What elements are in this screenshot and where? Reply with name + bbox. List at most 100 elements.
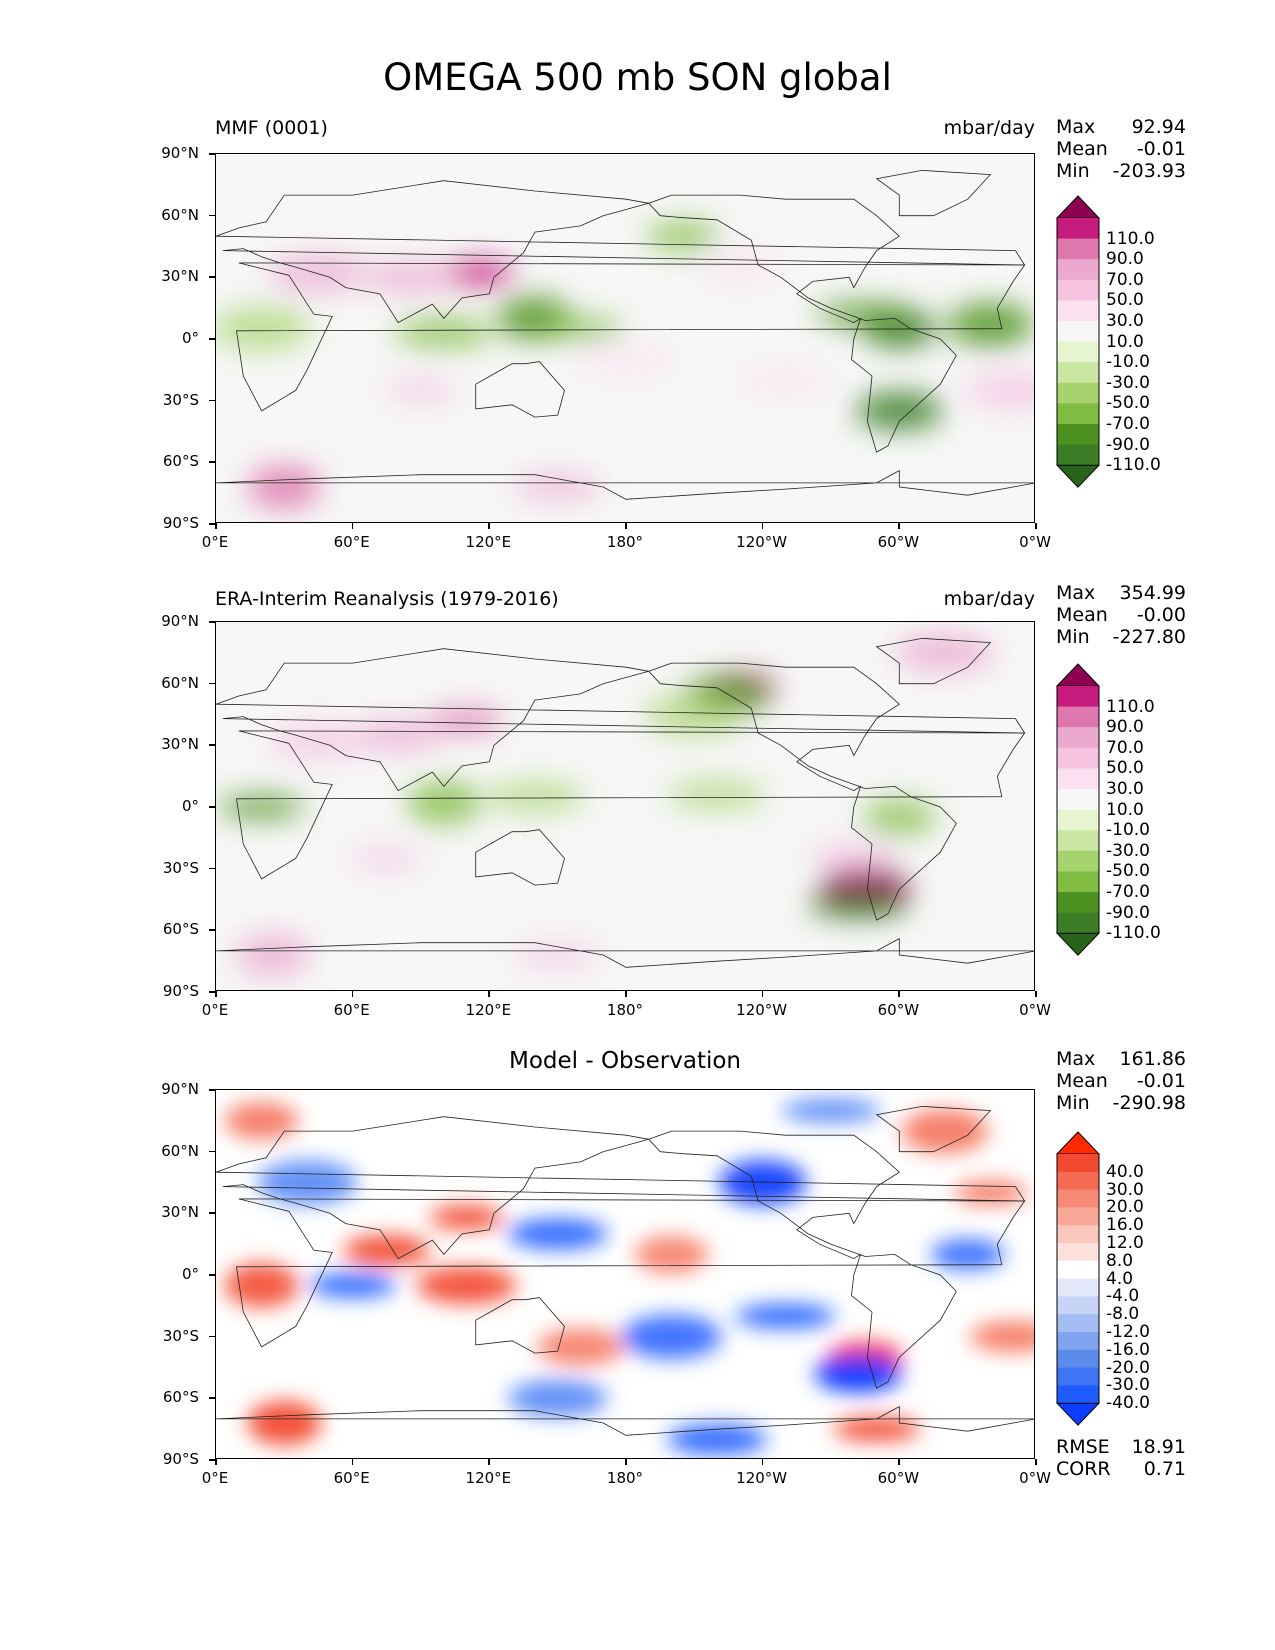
stat-mean: -0.01 bbox=[1136, 138, 1186, 160]
y-tick-mark bbox=[209, 276, 215, 278]
x-tick-label: 120°W bbox=[736, 533, 788, 551]
field-anomaly bbox=[963, 371, 1034, 410]
colorbar-segment bbox=[1057, 341, 1099, 363]
colorbar-segment bbox=[1057, 830, 1099, 852]
field-anomaly bbox=[514, 943, 602, 967]
coastline bbox=[648, 662, 957, 921]
colorbar-segment bbox=[1057, 1154, 1099, 1173]
coastline bbox=[648, 1130, 957, 1389]
colorbar-tick-label: -10.0 bbox=[1106, 352, 1150, 373]
x-tick-mark bbox=[761, 991, 764, 997]
colorbar-tick-label: 90.0 bbox=[1106, 717, 1144, 738]
x-tick-mark bbox=[488, 523, 490, 529]
coastline bbox=[216, 937, 1034, 968]
stat-min: -203.93 bbox=[1112, 160, 1186, 182]
y-tick-label: 30°N bbox=[161, 735, 199, 754]
y-tick-label: 30°S bbox=[162, 1326, 199, 1345]
map-svg bbox=[216, 1090, 1034, 1458]
field-anomaly bbox=[343, 1235, 431, 1266]
colorbar-svg bbox=[1055, 1131, 1101, 1426]
y-tick-label: 60°N bbox=[161, 1141, 199, 1160]
colorbar-segment bbox=[1057, 789, 1099, 811]
y-tick-mark bbox=[209, 991, 215, 993]
coastline bbox=[216, 469, 1034, 500]
colorbar-segment bbox=[1057, 686, 1099, 708]
panel-model: MMF (0001) mbar/day Max 92.94 Mean -0.01 M… bbox=[0, 0, 1275, 480]
colorbar-segment bbox=[1057, 300, 1099, 322]
y-tick-label: 60°S bbox=[162, 920, 199, 939]
map-plot-1 bbox=[215, 621, 1035, 991]
field-anomaly bbox=[440, 261, 515, 286]
field-anomaly bbox=[247, 465, 322, 509]
field-anomaly bbox=[514, 475, 602, 499]
x-tick-label: 120°W bbox=[736, 1001, 788, 1019]
field-anomaly bbox=[644, 692, 745, 737]
stat-max-label: Max bbox=[1056, 582, 1096, 604]
field-anomaly bbox=[235, 933, 310, 977]
field-anomaly bbox=[393, 317, 494, 349]
y-tick-mark bbox=[209, 744, 215, 746]
x-tick-label: 0°W bbox=[1019, 533, 1051, 551]
x-tick-label: 120°E bbox=[465, 1469, 512, 1487]
colorbar-segment bbox=[1057, 1349, 1099, 1369]
x-tick-label: 60°W bbox=[877, 533, 920, 551]
stat-max-label: Max bbox=[1056, 1048, 1096, 1070]
colorbar bbox=[1055, 1131, 1101, 1430]
colorbar-tick-label: -90.0 bbox=[1106, 434, 1150, 455]
colorbar-tick-label: -110.0 bbox=[1106, 455, 1161, 476]
colorbar-svg bbox=[1055, 663, 1101, 956]
x-tick-mark bbox=[898, 523, 900, 529]
colorbar-segment bbox=[1057, 218, 1099, 240]
stat-min: -290.98 bbox=[1112, 1092, 1186, 1114]
y-tick-label: 0° bbox=[181, 329, 199, 347]
coastline bbox=[236, 730, 1026, 880]
y-tick-label: 90°S bbox=[162, 982, 199, 1000]
coastline bbox=[475, 361, 565, 418]
colorbar-segment bbox=[1057, 1314, 1099, 1333]
y-tick-label: 0° bbox=[181, 1265, 199, 1283]
field-anomaly bbox=[946, 302, 1034, 347]
field-anomaly bbox=[781, 1098, 881, 1123]
x-tick-mark bbox=[761, 1459, 764, 1465]
x-tick-mark bbox=[1035, 991, 1037, 997]
colorbar-tick-label: 30.0 bbox=[1106, 1179, 1144, 1200]
x-tick-label: 60°W bbox=[877, 1469, 920, 1487]
colorbar-tick-label: 70.0 bbox=[1106, 269, 1144, 290]
x-tick-mark bbox=[898, 1459, 900, 1465]
coastline bbox=[475, 829, 565, 886]
x-tick-label: 120°W bbox=[736, 1469, 788, 1487]
panel-difference: Model - Observation Max 161.86 Mean -0.01 … bbox=[0, 0, 1275, 1480]
colorbar-segment bbox=[1057, 1207, 1099, 1226]
x-tick-mark bbox=[351, 991, 354, 997]
y-tick-label: 30°S bbox=[162, 390, 199, 409]
colorbar-tick-label: -30.0 bbox=[1106, 372, 1150, 393]
coastline bbox=[216, 180, 1026, 324]
y-tick-mark bbox=[209, 461, 215, 463]
field-anomaly bbox=[645, 220, 720, 252]
y-tick-mark bbox=[209, 399, 215, 402]
colorbar-extend-min bbox=[1055, 932, 1101, 956]
field-anomaly bbox=[969, 1321, 1034, 1352]
field-anomaly bbox=[224, 1102, 299, 1140]
x-tick-label: 0°E bbox=[201, 533, 229, 551]
field-anomaly bbox=[384, 378, 458, 403]
y-tick-mark bbox=[209, 214, 215, 217]
field-anomaly bbox=[667, 779, 768, 810]
colorbar-tick-label: 110.0 bbox=[1106, 696, 1155, 717]
colorbar-segment bbox=[1057, 382, 1099, 404]
rmse-label: RMSE bbox=[1056, 1436, 1110, 1458]
corr-value: 0.71 bbox=[1143, 1458, 1186, 1480]
x-tick-label: 60°E bbox=[333, 1469, 370, 1487]
colorbar-svg bbox=[1055, 195, 1101, 488]
y-tick-label: 60°N bbox=[161, 205, 199, 224]
stat-min-label: Min bbox=[1056, 626, 1090, 648]
y-tick-mark bbox=[209, 1212, 215, 1214]
coastline bbox=[236, 1198, 1026, 1348]
colorbar-tick-label: -20.0 bbox=[1106, 1357, 1150, 1378]
field-anomaly bbox=[536, 316, 624, 341]
x-tick-mark bbox=[625, 991, 627, 997]
x-tick-label: 0°W bbox=[1019, 1001, 1051, 1019]
y-tick-label: 60°N bbox=[161, 673, 199, 692]
colorbar-tick-label: 110.0 bbox=[1106, 228, 1155, 249]
x-tick-label: 120°E bbox=[465, 1001, 512, 1019]
